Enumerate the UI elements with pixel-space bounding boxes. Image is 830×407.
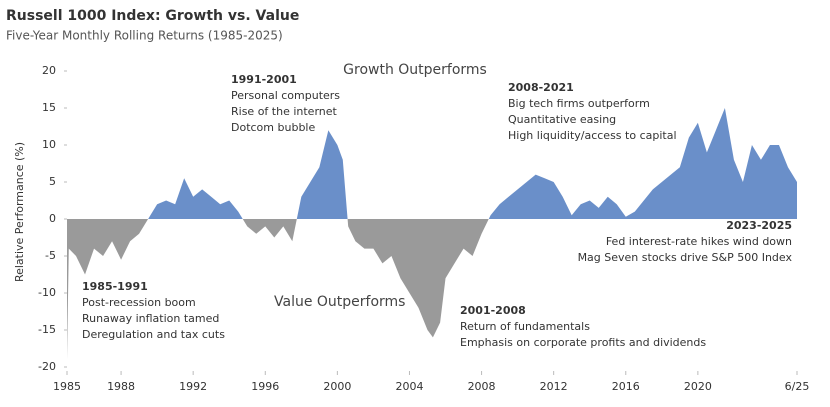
y-tick-label: 0 <box>49 212 56 225</box>
annotation-line: Fed interest-rate hikes wind down <box>606 235 792 248</box>
y-tick-label: 5 <box>49 175 56 188</box>
chart-title: Russell 1000 Index: Growth vs. Value <box>6 8 299 24</box>
annotation-line: Post-recession boom <box>82 296 196 309</box>
annotation-title: 2001-2008 <box>460 304 526 317</box>
area <box>67 108 797 360</box>
x-tick-label: 6/25 <box>785 380 810 393</box>
annotation-line: Return of fundamentals <box>460 320 590 333</box>
annotation-title: 1991-2001 <box>231 73 297 86</box>
x-tick-label: 2020 <box>684 380 712 393</box>
x-tick-label: 2008 <box>468 380 496 393</box>
annotation-line: Runaway inflation tamed <box>82 312 219 325</box>
x-tick-label: 1988 <box>107 380 135 393</box>
chart-subtitle: Five-Year Monthly Rolling Returns (1985-… <box>6 29 283 43</box>
y-tick-label: -15 <box>38 323 56 336</box>
annotation-line: Quantitative easing <box>508 113 616 126</box>
y-tick-label: -20 <box>38 360 56 373</box>
annotation-line: Personal computers <box>231 89 340 102</box>
x-tick-label: 1996 <box>251 380 279 393</box>
x-tick-label: 2012 <box>540 380 568 393</box>
y-tick-label: 20 <box>42 64 56 77</box>
x-tick-label: 2000 <box>323 380 351 393</box>
region-label: Growth Outperforms <box>343 62 487 78</box>
y-axis-label: Relative Performance (%) <box>13 142 26 282</box>
annotation-line: Rise of the internet <box>231 105 338 118</box>
x-tick-label: 1985 <box>53 380 81 393</box>
x-tick-label: 1992 <box>179 380 207 393</box>
y-tick-label: 10 <box>42 138 56 151</box>
annotation-line: Emphasis on corporate profits and divide… <box>460 336 706 349</box>
annotation-title: 2008-2021 <box>508 81 574 94</box>
annotation-title: 1985-1991 <box>82 280 148 293</box>
annotation-line: High liquidity/access to capital <box>508 129 677 142</box>
y-tick-label: -10 <box>38 286 56 299</box>
annotation-line: Mag Seven stocks drive S&P 500 Index <box>578 251 793 264</box>
x-tick-label: 2004 <box>395 380 423 393</box>
region-label: Value Outperforms <box>274 294 405 310</box>
annotation-line: Big tech firms outperform <box>508 97 650 110</box>
y-tick-label: 15 <box>42 101 56 114</box>
y-tick-label: -5 <box>45 249 56 262</box>
annotation-title: 2023-2025 <box>726 219 792 232</box>
annotation-line: Deregulation and tax cuts <box>82 328 225 341</box>
x-tick-label: 2016 <box>612 380 640 393</box>
annotation-line: Dotcom bubble <box>231 121 315 134</box>
